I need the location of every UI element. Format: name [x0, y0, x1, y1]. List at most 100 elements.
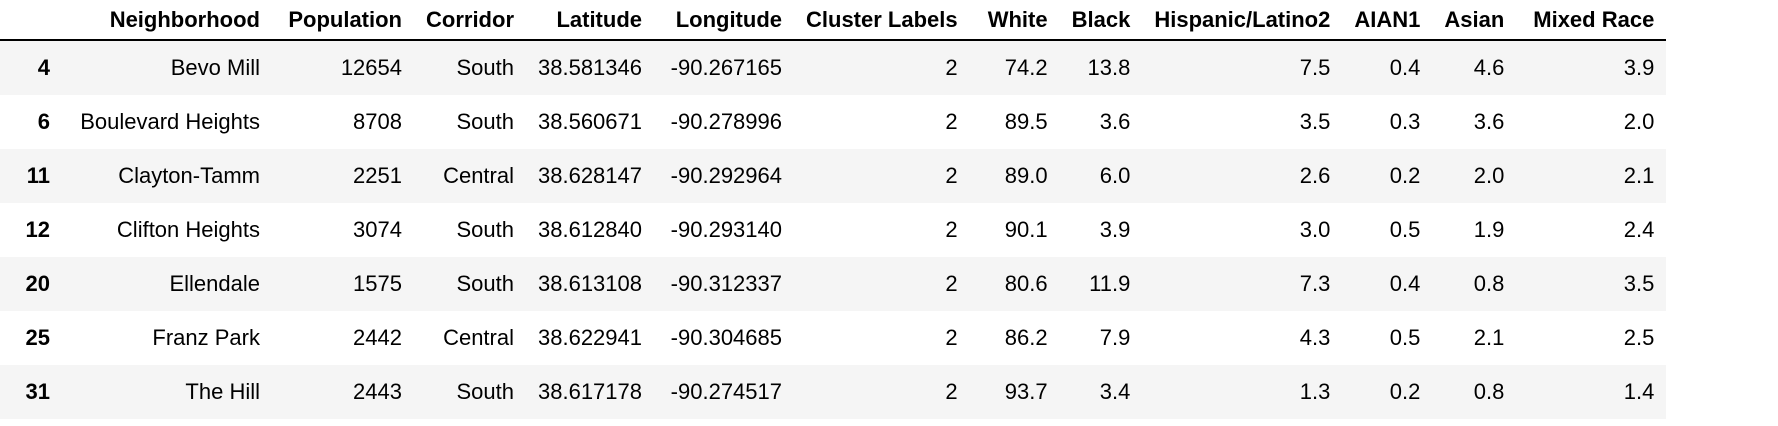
column-header: Cluster Labels: [794, 0, 970, 41]
table-cell: 3.9: [1623, 55, 1655, 80]
table-cell: Bevo Mill: [170, 55, 260, 80]
table-cell: 38.622941: [538, 325, 642, 350]
row-index: 12: [25, 217, 50, 242]
table-row: 25 Franz Park 2442 Central 38.622941 -90.3046…: [0, 311, 1667, 365]
table-row: 11 Clayton-Tamm 2251 Central 38.628147 -90.29…: [0, 149, 1667, 203]
table-cell: 2.4: [1623, 217, 1655, 242]
column-header: Corridor: [414, 0, 526, 41]
table-cell: 2.6: [1299, 163, 1331, 188]
column-header: AIAN1: [1342, 0, 1433, 41]
table-cell: 38.612840: [538, 217, 642, 242]
table-cell: 1575: [353, 271, 402, 296]
table-cell: 89.5: [1004, 109, 1048, 134]
table-cell: 2: [945, 109, 958, 134]
table-cell: 74.2: [1004, 55, 1048, 80]
table-cell: Ellendale: [169, 271, 260, 296]
dataframe-table: Neighborhood Population Corridor Latitude Lo…: [0, 0, 1667, 419]
table-cell: South: [456, 217, 515, 242]
table-cell: 11.9: [1089, 271, 1131, 296]
table-cell: -90.278996: [670, 109, 782, 134]
table-cell: 2442: [353, 325, 402, 350]
table-cell: 2.1: [1473, 325, 1505, 350]
column-header: Asian: [1432, 0, 1517, 41]
table-cell: 12654: [340, 55, 402, 80]
table-cell: 2.1: [1623, 163, 1655, 188]
table-cell: 0.8: [1473, 271, 1505, 296]
table-cell: 0.5: [1389, 217, 1421, 242]
column-header: White: [969, 0, 1060, 41]
table-cell: 3074: [353, 217, 402, 242]
column-header: Mixed Race: [1516, 0, 1667, 41]
table-cell: 0.2: [1389, 163, 1421, 188]
table-cell: -90.292964: [670, 163, 782, 188]
table-cell: Boulevard Heights: [80, 109, 260, 134]
table-cell: Central: [443, 163, 514, 188]
table-cell: Clifton Heights: [116, 217, 260, 242]
table-cell: 2.0: [1473, 163, 1505, 188]
table-cell: Franz Park: [152, 325, 260, 350]
table-cell: Central: [443, 325, 514, 350]
table-row: 12 Clifton Heights 3074 South 38.612840 -90.2…: [0, 203, 1667, 257]
table-cell: 0.4: [1389, 55, 1421, 80]
header-row: Neighborhood Population Corridor Latitude Lo…: [0, 0, 1667, 41]
table-cell: 7.3: [1299, 271, 1331, 296]
table-cell: 3.5: [1299, 109, 1331, 134]
table-cell: 80.6: [1004, 271, 1048, 296]
table-cell: 2: [945, 325, 958, 350]
table-cell: 3.6: [1099, 109, 1131, 134]
table-cell: -90.293140: [670, 217, 782, 242]
table-cell: 2: [945, 55, 958, 80]
table-cell: 0.8: [1473, 379, 1505, 404]
table-cell: 2: [945, 271, 958, 296]
table-cell: 1.4: [1623, 379, 1655, 404]
table-cell: 3.4: [1099, 379, 1131, 404]
table-row: 6 Boulevard Heights 8708 South 38.560671 -90.…: [0, 95, 1667, 149]
column-header: Neighborhood: [62, 0, 272, 41]
table-header: Neighborhood Population Corridor Latitude Lo…: [0, 0, 1667, 41]
table-cell: 38.560671: [538, 109, 642, 134]
table-cell: South: [456, 109, 515, 134]
table-cell: 38.617178: [538, 379, 642, 404]
table-cell: 3.5: [1623, 271, 1655, 296]
table-row: 4 Bevo Mill 12654 South 38.581346 -90.267165 2…: [0, 40, 1667, 95]
table-cell: 93.7: [1004, 379, 1048, 404]
row-index: 11: [26, 163, 50, 188]
table-cell: South: [456, 379, 515, 404]
table-cell: 2.5: [1623, 325, 1655, 350]
table-cell: 0.2: [1389, 379, 1421, 404]
table-cell: -90.312337: [670, 271, 782, 296]
table-cell: 13.8: [1087, 55, 1131, 80]
table-cell: 2: [945, 379, 958, 404]
column-header: Black: [1059, 0, 1143, 41]
table-cell: South: [456, 55, 515, 80]
table-row: 31 The Hill 2443 South 38.617178 -90.274517 2 9…: [0, 365, 1667, 419]
row-index: 6: [37, 109, 50, 134]
table-cell: 4.3: [1299, 325, 1331, 350]
column-header: Population: [272, 0, 414, 41]
table-cell: 38.581346: [538, 55, 642, 80]
table-cell: -90.304685: [670, 325, 782, 350]
table-cell: -90.267165: [670, 55, 782, 80]
table-cell: 4.6: [1473, 55, 1505, 80]
table-cell: 89.0: [1004, 163, 1048, 188]
table-cell: 3.0: [1299, 217, 1331, 242]
table-cell: 7.9: [1099, 325, 1131, 350]
table-cell: 6.0: [1099, 163, 1131, 188]
index-header: [0, 0, 62, 41]
table-cell: 8708: [353, 109, 402, 134]
table-cell: South: [456, 271, 515, 296]
table-cell: Clayton-Tamm: [118, 163, 260, 188]
column-header: Longitude: [654, 0, 794, 41]
table-cell: The Hill: [185, 379, 260, 404]
row-index: 4: [37, 55, 50, 80]
table-cell: 90.1: [1004, 217, 1048, 242]
table-cell: 2.0: [1623, 109, 1655, 134]
table-cell: 38.613108: [538, 271, 642, 296]
table-cell: 3.6: [1473, 109, 1505, 134]
table-cell: 0.4: [1389, 271, 1421, 296]
row-index: 31: [25, 379, 50, 404]
table-cell: 3.9: [1099, 217, 1131, 242]
column-header: Hispanic/Latino2: [1142, 0, 1343, 41]
table-cell: 1.9: [1473, 217, 1505, 242]
